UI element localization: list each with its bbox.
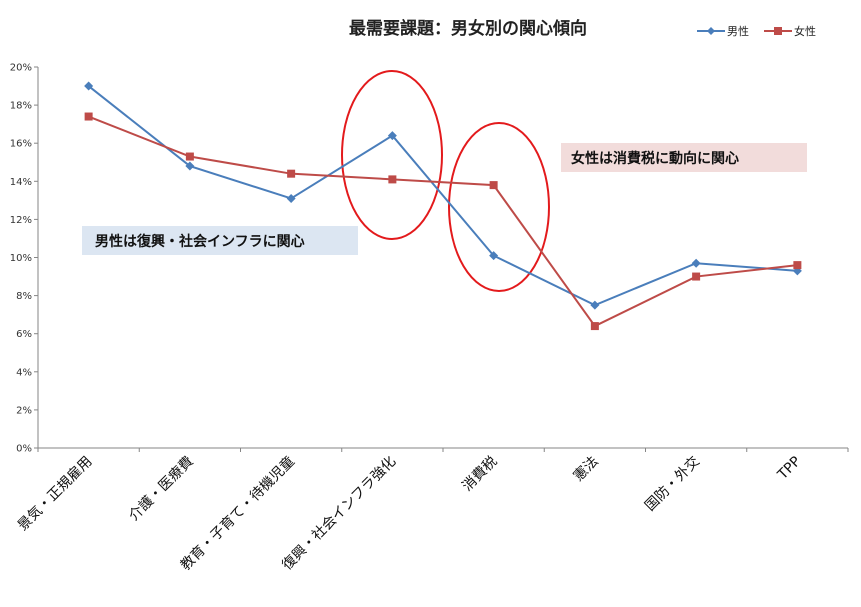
x-category-label: TPP	[774, 454, 804, 484]
legend: 男性 女性	[697, 24, 816, 38]
x-category-label: 消費税	[459, 454, 500, 495]
y-tick-label: 18%	[10, 101, 32, 112]
data-point-diamond	[590, 300, 600, 310]
highlight-ellipses	[341, 70, 550, 292]
x-category-label: 憲法	[570, 453, 602, 485]
legend-marker-male	[707, 27, 715, 35]
data-point-square	[287, 169, 296, 178]
data-point-diamond	[185, 161, 195, 171]
data-point-diamond	[691, 258, 701, 268]
y-tick-label: 6%	[16, 329, 32, 340]
y-tick-label: 16%	[10, 139, 32, 150]
data-point-square	[489, 181, 498, 190]
y-tick-label: 2%	[16, 405, 32, 416]
annotation-female-text: 女性は消費税に動向に関心	[571, 150, 739, 167]
annotation-female-box	[561, 143, 807, 172]
y-axis-ticks: 0% 2% 4% 6% 8% 10% 12% 14% 16% 18% 20%	[10, 63, 38, 455]
x-category-label: 教育・子育て・待機児童	[177, 453, 298, 574]
y-tick-label: 4%	[16, 367, 32, 378]
data-point-diamond	[84, 81, 94, 91]
data-point-diamond	[387, 131, 397, 141]
annotation-male-text: 男性は復興・社会インフラに関心	[95, 233, 305, 250]
data-point-square	[388, 175, 397, 184]
x-category-label: 景気・正規雇用	[14, 453, 95, 534]
series-line-1	[88, 115, 798, 328]
data-point-square	[590, 322, 599, 331]
legend-marker-female	[774, 27, 782, 35]
legend-label-female: 女性	[794, 24, 816, 38]
y-tick-label: 0%	[16, 444, 32, 455]
highlight-ellipse-infrastructure	[341, 70, 443, 240]
highlight-ellipse-consumption-tax	[448, 122, 550, 292]
y-tick-label: 10%	[10, 253, 32, 264]
x-category-label: 介護・医療費	[125, 453, 196, 524]
y-tick-label: 8%	[16, 291, 32, 302]
data-point-diamond	[286, 193, 296, 203]
annotation-male: 男性は復興・社会インフラに関心	[82, 226, 358, 255]
data-point-square	[185, 152, 194, 161]
y-tick-label: 14%	[10, 177, 32, 188]
chart-title: 最需要課題：男女別の関心傾向	[349, 18, 587, 39]
y-tick-label: 20%	[10, 63, 32, 74]
legend-label-male: 男性	[727, 24, 749, 38]
annotation-male-box	[82, 226, 358, 255]
x-category-label: 復興・社会インフラ強化	[279, 453, 400, 574]
data-point-square	[692, 272, 701, 281]
data-point-square	[84, 112, 93, 121]
data-point-diamond	[489, 251, 499, 261]
data-point-square	[793, 261, 802, 270]
series-layer	[84, 81, 802, 331]
x-category-label: 国防・外交	[641, 453, 703, 515]
series-line-0	[88, 85, 798, 307]
annotation-female: 女性は消費税に動向に関心	[561, 143, 807, 172]
y-tick-label: 12%	[10, 215, 32, 226]
